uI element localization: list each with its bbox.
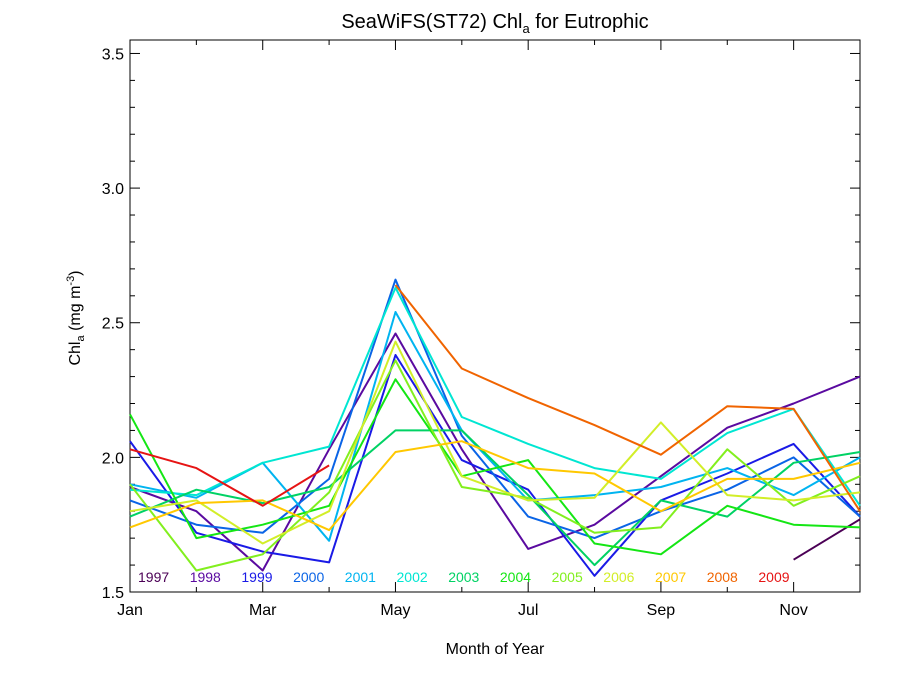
- legend-label-2006: 2006: [603, 569, 634, 585]
- y-tick-label: 1.5: [102, 585, 124, 602]
- legend-label-1998: 1998: [190, 569, 221, 585]
- series-line-2004: [129, 378, 861, 556]
- y-tick-label: 2.0: [102, 450, 124, 467]
- legend-label-2004: 2004: [500, 569, 531, 585]
- tick-labels: Jan Mar May Jul Sep Nov 1.5 2.0 2.5 3.0 3.5: [102, 46, 808, 619]
- x-tick-label: Jan: [117, 602, 143, 619]
- legend-label-2001: 2001: [345, 569, 376, 585]
- legend-label-2002: 2002: [397, 569, 428, 585]
- x-tick-label: Jul: [518, 602, 538, 619]
- legend: 1997 1998 1999 2000 2001 2002 2003 2004 2005 2006…: [138, 569, 790, 585]
- plot-border: [129, 39, 861, 593]
- x-tick-label: Mar: [249, 602, 277, 619]
- series-line-1998: [129, 332, 861, 572]
- y-tick-label: 3.0: [102, 181, 124, 198]
- legend-label-2005: 2005: [552, 569, 583, 585]
- chart-title: SeaWiFS(ST72) Chla for Eutrophic: [341, 11, 648, 36]
- series-layer: [129, 278, 861, 577]
- series-line-2005: [129, 359, 861, 572]
- x-tick-label: May: [380, 602, 410, 619]
- legend-label-1997: 1997: [138, 569, 169, 585]
- x-tick-label: Nov: [779, 602, 807, 619]
- legend-label-2007: 2007: [655, 569, 686, 585]
- series-line-2002: [129, 286, 861, 507]
- legend-label-2000: 2000: [293, 569, 324, 585]
- y-axis-label: Chla (mg m-3): [65, 270, 87, 365]
- axis-ticks: [129, 40, 861, 593]
- series-line-2007: [129, 440, 861, 532]
- legend-label-2009: 2009: [758, 569, 789, 585]
- series-line-2000: [129, 278, 861, 540]
- y-tick-label: 3.5: [102, 46, 124, 63]
- plot-frame: [129, 39, 861, 593]
- series-line-2001: [129, 311, 861, 542]
- series-line-2009: [129, 448, 330, 507]
- x-tick-label: Sep: [647, 602, 676, 619]
- series-line-2008: [394, 284, 861, 512]
- y-tick-label: 2.5: [102, 316, 124, 333]
- legend-label-2003: 2003: [448, 569, 479, 585]
- x-axis-label: Month of Year: [446, 641, 545, 658]
- series-line-2006: [129, 340, 861, 545]
- legend-label-1999: 1999: [241, 569, 272, 585]
- legend-label-2008: 2008: [707, 569, 738, 585]
